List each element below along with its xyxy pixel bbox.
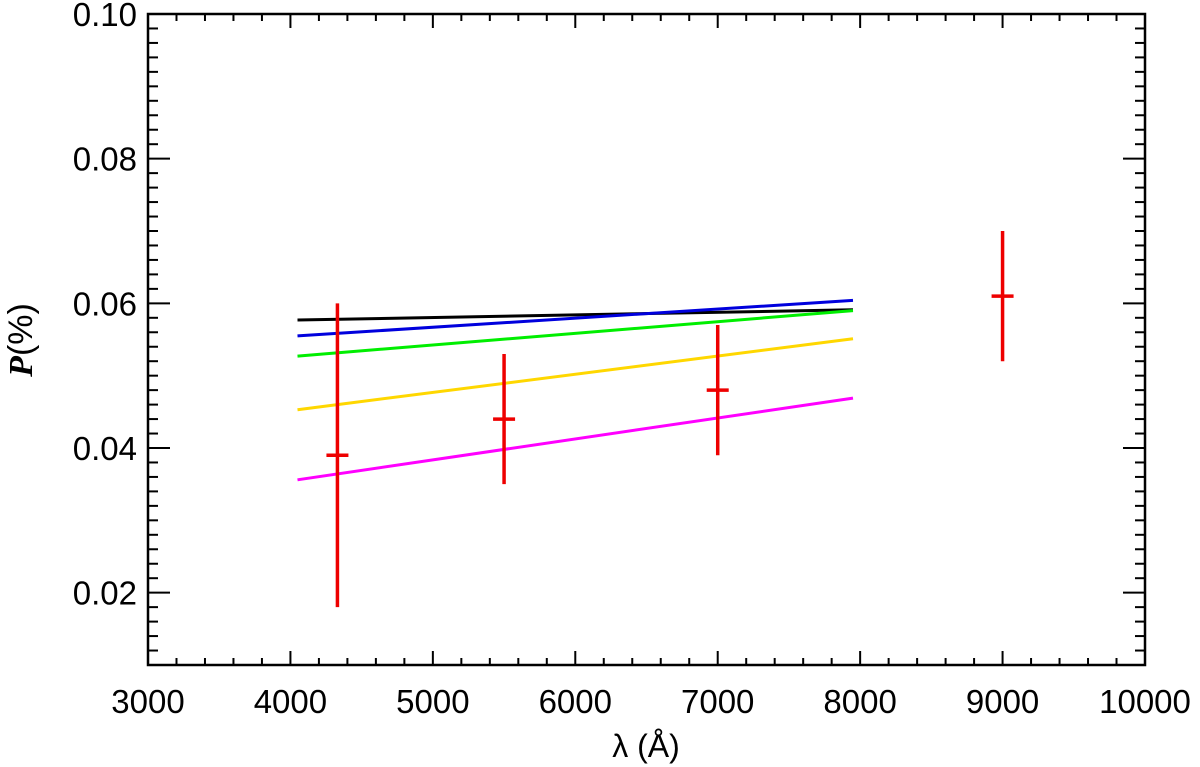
y-axis-title-unit: (%) bbox=[2, 303, 40, 356]
y-axis-title: P(%) bbox=[2, 303, 40, 378]
x-tick-label: 4000 bbox=[254, 683, 327, 720]
x-tick-label: 10000 bbox=[1099, 683, 1191, 720]
x-tick-label: 6000 bbox=[539, 683, 612, 720]
y-tick-label: 0.06 bbox=[73, 285, 137, 322]
x-tick-label: 9000 bbox=[966, 683, 1039, 720]
observed-points bbox=[326, 231, 1014, 608]
x-tick-label: 7000 bbox=[681, 683, 754, 720]
x-axis-title: λ (Å) bbox=[612, 728, 680, 764]
x-tick-label: 8000 bbox=[823, 683, 896, 720]
y-tick-label: 0.10 bbox=[73, 0, 137, 33]
y-axis-title-symbol: P bbox=[3, 356, 40, 378]
model-line-1 bbox=[297, 308, 854, 322]
axis-ticks bbox=[147, 13, 1146, 665]
plot-frame bbox=[146, 12, 1147, 667]
x-tick-label: 5000 bbox=[396, 683, 469, 720]
model-line-5 bbox=[297, 396, 854, 482]
y-tick-label: 0.02 bbox=[73, 575, 137, 612]
tick-labels: 3000 4000 5000 6000 7000 8000 9000 10000 0.02 0.0… bbox=[73, 0, 1191, 720]
model-line-4 bbox=[297, 337, 854, 412]
model-lines bbox=[297, 298, 854, 482]
model-line-2 bbox=[297, 298, 854, 338]
y-tick-label: 0.08 bbox=[73, 141, 137, 178]
y-tick-label: 0.04 bbox=[73, 430, 137, 467]
model-line-3 bbox=[297, 309, 854, 358]
x-tick-label: 3000 bbox=[111, 683, 184, 720]
